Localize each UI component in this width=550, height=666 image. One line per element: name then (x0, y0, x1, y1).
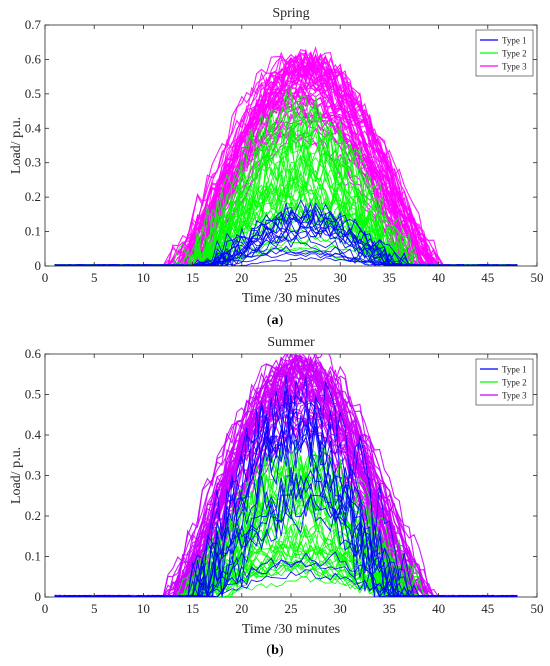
x-tick-label: 35 (383, 601, 396, 616)
x-tick-label: 40 (432, 601, 445, 616)
y-tick-label: 0.7 (25, 17, 42, 32)
chart-title: Spring (272, 6, 309, 21)
x-tick-label: 0 (42, 270, 49, 285)
y-axis-label: Load/ p.u. (9, 117, 24, 174)
chart-title: Summer (267, 335, 315, 350)
x-tick-label: 15 (186, 601, 199, 616)
x-tick-label: 5 (91, 601, 98, 616)
legend-label: Type 1 (502, 36, 527, 46)
x-axis-label: Time /30 minutes (242, 622, 340, 637)
x-tick-label: 50 (531, 270, 544, 285)
legend-label: Type 3 (502, 62, 527, 72)
y-tick-label: 0.6 (25, 51, 42, 66)
y-tick-label: 0.4 (25, 120, 42, 135)
x-tick-label: 20 (235, 270, 248, 285)
x-tick-label: 40 (432, 270, 445, 285)
legend-label: Type 3 (502, 391, 527, 401)
y-tick-label: 0.4 (25, 427, 42, 442)
legend-label: Type 2 (502, 49, 527, 59)
series-lines (54, 46, 518, 266)
series-line (54, 245, 518, 266)
panel-caption-letter: a (271, 313, 279, 328)
legend-label: Type 1 (502, 365, 527, 375)
x-tick-label: 5 (91, 270, 98, 285)
x-tick-label: 10 (137, 270, 150, 285)
y-tick-label: 0 (35, 589, 42, 604)
x-tick-label: 25 (285, 601, 298, 616)
legend: Type 1 Type 2 Type 3 (475, 29, 534, 77)
legend: Type 1 Type 2 Type 3 (475, 358, 534, 406)
x-tick-label: 25 (285, 270, 298, 285)
x-tick-label: 10 (137, 601, 150, 616)
panel-caption-b: (b) (266, 643, 284, 658)
chart-panel-spring: Spring 0 5 10 15 20 25 30 35 40 45 50 0 0.1 0.2 0.3 0.4 0… (9, 6, 544, 306)
y-tick-label: 0.5 (25, 387, 41, 402)
x-tick-label: 30 (334, 270, 347, 285)
panel-caption-letter: b (271, 643, 279, 658)
chart-panel-summer: Summer 0 5 10 15 20 25 30 35 40 45 50 0 0.1 0.2 0.3 0.4 0… (9, 335, 544, 637)
y-tick-label: 0.5 (25, 86, 41, 101)
y-tick-label: 0.2 (25, 189, 41, 204)
x-tick-label: 0 (42, 601, 49, 616)
legend-label: Type 2 (502, 378, 527, 388)
x-tick-label: 50 (531, 601, 544, 616)
y-axis-label: Load/ p.u. (9, 447, 24, 504)
x-tick-label: 30 (334, 601, 347, 616)
y-tick-label: 0.1 (25, 549, 41, 564)
x-axis-label: Time /30 minutes (242, 291, 340, 306)
series-lines (54, 354, 518, 597)
x-tick-label: 15 (186, 270, 199, 285)
x-tick-label: 45 (481, 270, 494, 285)
series-group-type-1 (54, 198, 518, 266)
y-tick-label: 0.6 (25, 346, 42, 361)
panel-caption-a: (a) (266, 313, 284, 328)
y-tick-label: 0.3 (25, 155, 41, 170)
y-tick-label: 0.2 (25, 508, 41, 523)
series-group-type-1 (54, 374, 518, 597)
y-tick-label: 0.1 (25, 224, 41, 239)
x-tick-label: 45 (481, 601, 494, 616)
x-tick-label: 35 (383, 270, 396, 285)
y-tick-label: 0.3 (25, 468, 41, 483)
series-line (54, 489, 518, 597)
x-tick-label: 20 (235, 601, 248, 616)
y-tick-label: 0 (35, 258, 42, 273)
